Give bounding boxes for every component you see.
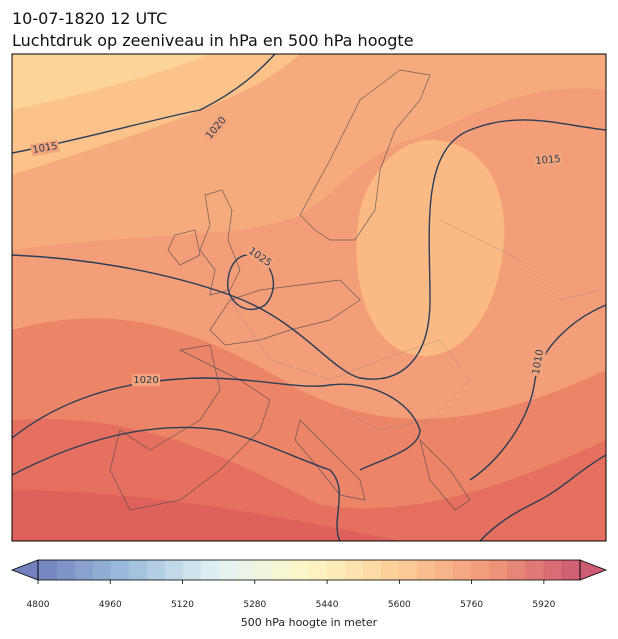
colorbar-swatch: [92, 560, 111, 580]
isobar-label-bg: [529, 347, 547, 377]
colorbar: 4800 4960 5120 5280 5440 5600 5760 5920 500 hPa …: [10, 559, 608, 629]
colorbar-swatch: [290, 560, 310, 580]
colorbar-swatch: [399, 560, 418, 580]
colorbar-tick-label: 5760: [460, 600, 483, 610]
colorbar-swatch: [363, 560, 382, 580]
colorbar-swatch: [200, 560, 220, 580]
isobar-label: 1015: [32, 141, 59, 156]
colorbar-swatch: [381, 560, 400, 580]
colorbar-swatch: [146, 560, 165, 580]
isobar-label-bg: [533, 152, 563, 168]
colorbar-swatch: [218, 560, 238, 580]
isobar-label-bg: [202, 113, 230, 143]
colorbar-swatch: [435, 560, 455, 580]
colorbar-tick-label: 4960: [99, 600, 122, 610]
colorbar-swatch: [309, 560, 328, 580]
isobar-label: 1015: [535, 154, 561, 167]
isobar-label-bg: [245, 244, 275, 270]
colorbar-swatch: [272, 560, 292, 580]
colorbar-tick-label: 5600: [388, 600, 411, 610]
colorbar-swatch: [471, 560, 491, 580]
colorbar-swatch: [164, 560, 184, 580]
colorbar-extend-low: [10, 559, 39, 581]
colorbar-swatch: [74, 560, 93, 580]
colorbar-swatch: [453, 560, 473, 580]
subtitle: Luchtdruk op zeeniveau in hPa en 500 hPa…: [12, 31, 414, 50]
colorbar-swatch: [182, 560, 202, 580]
isobar-label: 1020: [133, 375, 158, 386]
colorbar-extend-high: [579, 559, 608, 581]
colorbar-tick-label: 5120: [171, 600, 194, 610]
colorbar-tick-label: 5440: [316, 600, 339, 610]
colorbar-tick-label: 4800: [27, 600, 50, 610]
isobar-label: 1010: [531, 349, 546, 376]
colorbar-swatch: [254, 560, 274, 580]
colorbar-swatch: [38, 560, 57, 580]
colorbar-swatch: [327, 560, 346, 580]
colorbar-tick-label: 5280: [243, 600, 266, 610]
title: 10-07-1820 12 UTC: [12, 9, 167, 28]
colorbar-swatch: [417, 560, 436, 580]
isobar-label-bg: [30, 139, 60, 157]
colorbar-swatch: [236, 560, 256, 580]
colorbar-swatch: [128, 560, 147, 580]
colorbar-frame: [37, 559, 581, 581]
colorbar-swatch: [507, 560, 527, 580]
colorbar-tick-label: 5920: [532, 600, 555, 610]
colorbar-swatch: [543, 560, 563, 580]
colorbar-swatch: [525, 560, 545, 580]
colorbar-swatch: [489, 560, 509, 580]
colorbar-swatch: [110, 560, 129, 580]
colorbar-label: 500 hPa hoogte in meter: [241, 616, 378, 629]
colorbar-swatch: [561, 560, 581, 580]
isobar-label-bg: [132, 374, 160, 386]
map: [12, 54, 606, 541]
colorbar-swatch: [345, 560, 364, 580]
colorbar-swatch: [56, 560, 75, 580]
map-frame: [11, 53, 607, 542]
